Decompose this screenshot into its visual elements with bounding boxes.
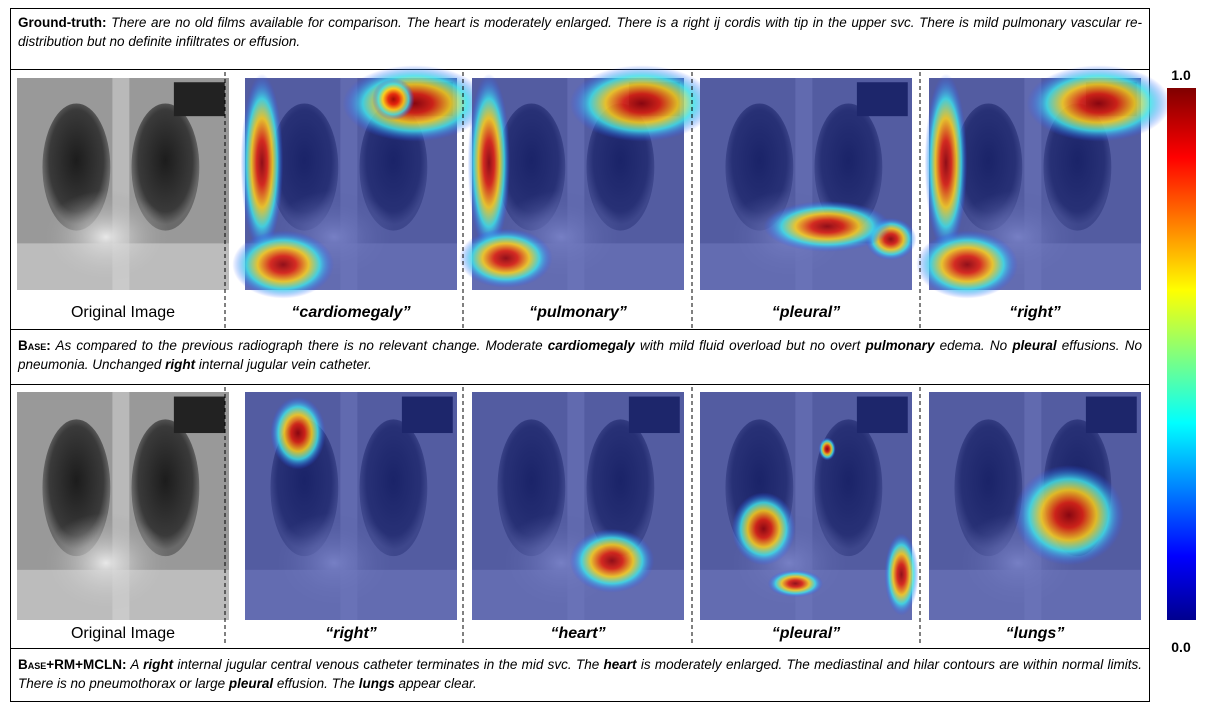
text-segment: internal jugular central venous catheter…: [173, 657, 604, 672]
highlight-word: right: [165, 357, 196, 372]
ground-truth-text: Ground-truth: There are no old films ava…: [10, 9, 1150, 55]
highlight-word: pulmonary: [865, 338, 935, 353]
text-segment: effusions. No pneumonia. Unchanged: [18, 338, 1142, 372]
text-segment: internal jugular vein catheter.: [195, 357, 372, 372]
colorbar-tick-label: 1.0: [1171, 67, 1191, 83]
paragraph-label: Ground-truth:: [18, 15, 107, 30]
text-segment: appear clear.: [394, 676, 477, 691]
divider: [10, 69, 1150, 70]
colorbar-tick-label: 0.0: [1171, 639, 1191, 655]
base-text: Base: As compared to the previous radiog…: [10, 332, 1150, 378]
highlight-word: right: [143, 657, 174, 672]
highlight-word: pleural: [1012, 338, 1057, 353]
highlight-word: lungs: [358, 676, 395, 691]
paragraph-label: Base:: [18, 338, 51, 353]
colorbar: [1167, 88, 1196, 620]
text-segment: As compared to the previous radiograph t…: [55, 338, 548, 353]
text-segment: A: [130, 657, 144, 672]
highlight-word: cardiomegaly: [547, 338, 635, 353]
figure-frame: [10, 8, 1150, 702]
text-segment: There are no old films available for com…: [18, 15, 1142, 49]
base-rm-mcln-text: Base+RM+MCLN: A right internal jugular c…: [10, 651, 1150, 697]
text-segment: effusion. The: [273, 676, 359, 691]
highlight-word: pleural: [228, 676, 274, 691]
divider: [10, 384, 1150, 385]
text-segment: with mild fluid overload but no overt: [634, 338, 866, 353]
text-segment: edema. No: [934, 338, 1013, 353]
divider: [10, 329, 1150, 330]
divider: [10, 648, 1150, 649]
highlight-word: heart: [603, 657, 637, 672]
paragraph-label: Base+RM+MCLN:: [18, 657, 127, 672]
text-segment: is moderately enlarged. The mediastinal …: [18, 657, 1142, 691]
